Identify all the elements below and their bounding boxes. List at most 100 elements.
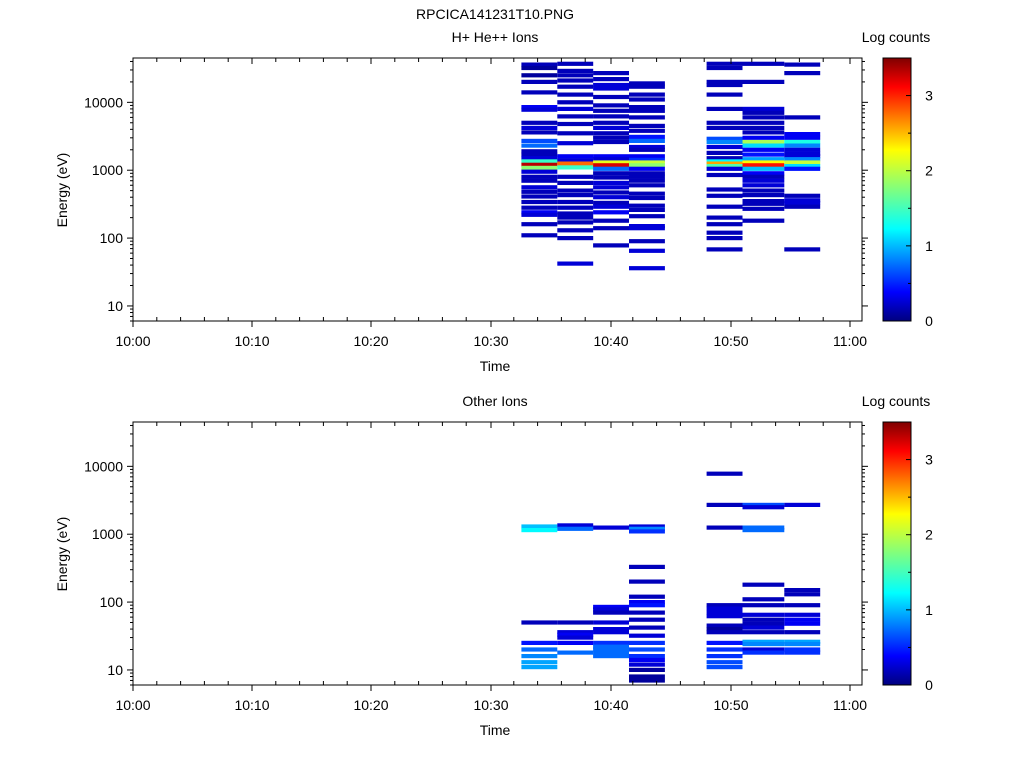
heatmap-cell xyxy=(593,190,629,195)
heatmap-cell xyxy=(629,640,665,645)
heatmap-cell xyxy=(742,160,785,165)
heatmap-cell xyxy=(706,614,743,619)
colorbar-label-top: Log counts xyxy=(862,29,931,45)
heatmap-cell xyxy=(706,139,743,145)
heatmap-cell xyxy=(593,604,629,609)
heatmap-cell xyxy=(784,612,821,617)
heatmap-cell xyxy=(557,114,594,119)
heatmap-cell xyxy=(521,178,558,183)
heatmap-cell xyxy=(629,625,665,630)
heatmap-cell xyxy=(742,115,785,120)
heatmap-cell xyxy=(629,579,665,584)
heatmap-cell xyxy=(521,107,558,112)
heatmap-cell xyxy=(784,147,821,152)
heatmap-cell xyxy=(784,135,821,140)
x-tick-label: 10:50 xyxy=(713,333,748,349)
heatmap-cell xyxy=(521,152,558,157)
heatmap-cell xyxy=(557,73,594,78)
heatmap-cell xyxy=(742,206,785,211)
heatmap-top xyxy=(521,61,821,271)
heatmap-cell xyxy=(742,621,785,626)
heatmap-cell xyxy=(521,120,558,125)
heatmap-cell xyxy=(521,199,558,205)
heatmap-cell xyxy=(593,82,629,88)
heatmap-cell xyxy=(557,61,594,66)
heatmap-cell xyxy=(706,627,743,632)
heatmap-cell xyxy=(742,625,785,630)
heatmap-cell xyxy=(742,502,785,507)
heatmap-cell xyxy=(784,630,821,635)
x-tick-label: 10:50 xyxy=(713,697,748,713)
heatmap-cell xyxy=(521,185,558,190)
y-tick-label: 100 xyxy=(100,594,124,610)
heatmap-cell xyxy=(784,193,821,198)
colorbar-top xyxy=(882,57,912,322)
heatmap-cell xyxy=(706,187,743,192)
panel-bottom: Other Ions Log counts 10:00 10:10 10:20 10:… xyxy=(54,393,933,738)
heatmap-cell xyxy=(557,174,594,179)
heatmap-cell xyxy=(706,82,743,88)
x-axis-label-bottom: Time xyxy=(480,722,511,738)
heatmap-cell xyxy=(706,161,743,166)
colorbar-label-bottom: Log counts xyxy=(862,393,931,409)
heatmap-cell xyxy=(742,630,785,635)
heatmap-cell xyxy=(629,92,665,97)
heatmap-cell xyxy=(593,131,629,136)
heatmap-cell xyxy=(593,114,629,119)
heatmap-cell xyxy=(706,150,743,155)
heatmap-cell xyxy=(521,162,558,167)
heatmap-cell xyxy=(784,588,821,593)
heatmap-cell xyxy=(706,603,743,608)
heatmap-cell xyxy=(521,524,558,529)
heatmap-cell xyxy=(557,523,594,528)
heatmap-cell xyxy=(706,159,743,164)
heatmap-cell xyxy=(706,92,743,97)
colorbar-ticks-top: 0 1 2 3 xyxy=(906,88,933,329)
x-tick-label: 10:10 xyxy=(234,333,269,349)
heatmap-cell xyxy=(593,607,629,612)
heatmap-cell xyxy=(593,218,629,223)
heatmap-cell xyxy=(742,597,785,602)
heatmap-cell xyxy=(557,620,594,625)
heatmap-cell xyxy=(629,657,665,663)
heatmap-cell xyxy=(629,105,665,110)
heatmap-cell xyxy=(706,606,743,611)
heatmap-cell xyxy=(742,130,785,135)
heatmap-cell xyxy=(742,139,785,145)
x-tick-label: 11:00 xyxy=(833,697,867,713)
heatmap-cell xyxy=(521,174,558,179)
heatmap-cell xyxy=(742,174,785,179)
heatmap-cell xyxy=(593,610,629,615)
heatmap-cell xyxy=(706,236,743,241)
heatmap-cell xyxy=(742,642,785,647)
heatmap-cell xyxy=(557,68,594,73)
heatmap-cell xyxy=(742,193,785,198)
heatmap-cell xyxy=(784,650,821,655)
heatmap-cell xyxy=(521,125,558,130)
heatmap-cell xyxy=(742,125,785,130)
heatmap-cell xyxy=(593,86,629,91)
heatmap-cell xyxy=(521,210,558,215)
heatmap-cell xyxy=(521,165,558,170)
heatmap-cell xyxy=(593,163,629,168)
heatmap-cell xyxy=(629,603,665,608)
heatmap-cell xyxy=(521,156,558,161)
heatmap-cell xyxy=(557,261,594,266)
heatmap-cell xyxy=(784,592,821,597)
heatmap-cell xyxy=(742,603,785,608)
heatmap-cell xyxy=(742,650,785,655)
heatmap-cell xyxy=(706,65,743,71)
heatmap-cell xyxy=(557,228,594,233)
heatmap-cell xyxy=(521,665,558,670)
heatmap-cell xyxy=(706,230,743,235)
heatmap-cell xyxy=(629,526,665,531)
heatmap-cell xyxy=(557,92,594,97)
subtitle-top: H+ He++ Ions xyxy=(452,29,539,45)
heatmap-cell xyxy=(557,635,594,640)
heatmap-cell xyxy=(784,62,821,67)
heatmap-cell xyxy=(629,191,665,196)
heatmap-cell xyxy=(629,171,665,176)
heatmap-cell xyxy=(784,204,821,209)
heatmap-cell xyxy=(557,632,594,637)
x-tick-label: 10:20 xyxy=(353,697,388,713)
